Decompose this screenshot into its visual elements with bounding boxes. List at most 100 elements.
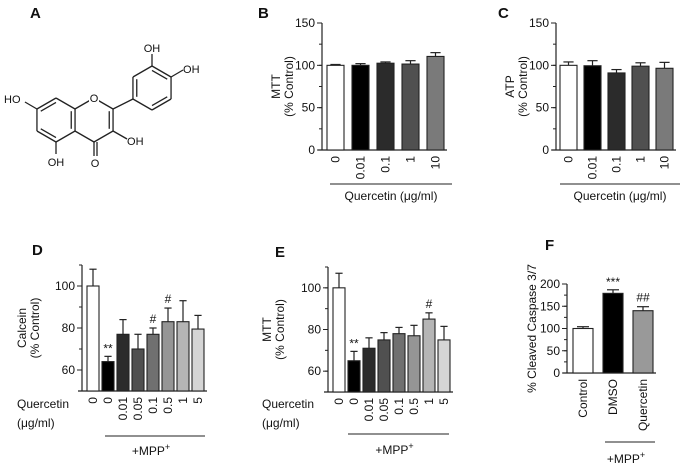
- bar: [332, 287, 346, 393]
- double-bond: [151, 96, 168, 107]
- group-label-superscript: +: [408, 441, 413, 451]
- y-axis-label: MTT(% Control): [269, 56, 296, 117]
- x-tick-label: 5: [191, 397, 205, 404]
- atom-label: HO: [4, 94, 21, 106]
- atom-label: OH: [127, 136, 144, 148]
- x-tick-label: 0: [347, 398, 361, 405]
- ring-a-bond: [36, 97, 57, 110]
- ring-b-bond: [132, 65, 153, 78]
- bond-c2-phenyl: [112, 98, 134, 110]
- x-tick-label: 0.1: [610, 156, 624, 173]
- y-axis-label: Calcein(% Control): [15, 298, 42, 359]
- x-tick-label: 0: [86, 397, 100, 404]
- group-label: +MPP+: [375, 441, 413, 457]
- bar: [116, 333, 130, 392]
- x-tick-label: 0.1: [379, 156, 393, 173]
- panel-b: B 0 50 100 150 MTT(% Control) 0 0.01 0.1 1 10 Querc…: [258, 5, 452, 203]
- double-bond: [40, 101, 57, 112]
- bar: [347, 360, 361, 393]
- bar: [602, 292, 624, 374]
- ring-a-bond: [55, 97, 76, 110]
- y-axis-label-line: MTT: [260, 317, 274, 342]
- bar: [426, 55, 445, 151]
- bar: [362, 347, 376, 393]
- bar: [161, 321, 175, 392]
- bar: [86, 285, 100, 392]
- y-tick-label: 50: [302, 101, 316, 115]
- bar: [392, 333, 406, 393]
- panel-letter: C: [498, 5, 509, 22]
- panel-letter: F: [545, 237, 554, 254]
- y-tick-label: 50: [547, 344, 561, 358]
- bar: [401, 63, 420, 151]
- x-tick-label: 0.01: [586, 156, 600, 180]
- x-axis-label: Quercetin (μg/ml): [574, 189, 667, 203]
- bar: [407, 335, 421, 393]
- atom-mask: [89, 92, 99, 104]
- x-tick-label: 1: [422, 398, 436, 405]
- y-tick-label: 0: [308, 143, 315, 157]
- bar: [572, 327, 594, 374]
- x-tick-label: 0: [101, 397, 115, 404]
- x-tick-label: 0.5: [161, 397, 175, 414]
- bar: [376, 62, 395, 151]
- bar: [655, 67, 674, 151]
- y-tick-label: 80: [308, 323, 322, 337]
- bar: [131, 348, 145, 392]
- y-tick-label: 0: [542, 143, 549, 157]
- atom-label: O: [91, 158, 100, 170]
- panel-c: C 0 50 100 150 ATP(% Control) 0 0.01 0.1 1 10 Querc…: [498, 5, 680, 203]
- bar: [101, 361, 115, 392]
- y-axis-label-line: (% Control): [516, 56, 530, 117]
- row-label: (μg/ml): [17, 416, 55, 430]
- bar: [191, 328, 205, 392]
- bar: [377, 339, 391, 393]
- y-axis-label-line: ATP: [503, 75, 517, 97]
- bar: [176, 321, 190, 392]
- panel-f: F 0 50 100 150 200% Cleaved Caspase 3/7 Contro…: [525, 237, 656, 466]
- group-label-text: +MPP: [132, 444, 165, 458]
- x-tick-label: 0: [562, 156, 576, 163]
- double-bond: [151, 69, 168, 80]
- group-label-superscript: +: [165, 442, 170, 452]
- bar: [326, 64, 345, 151]
- significance-marker: ***: [606, 275, 620, 289]
- y-tick-label: 0: [553, 366, 560, 380]
- y-tick-label: 80: [62, 321, 76, 335]
- significance-marker: #: [165, 292, 172, 306]
- significance-marker: **: [349, 336, 359, 350]
- bar: [607, 72, 626, 151]
- group-label-superscript: +: [640, 450, 645, 460]
- y-axis-label-line: % Cleaved Caspase 3/7: [525, 264, 539, 393]
- y-axis-label: MTT(% Control): [260, 299, 287, 360]
- y-axis-label-line: (% Control): [282, 56, 296, 117]
- x-tick-label: 5: [437, 398, 451, 405]
- group-label: +MPP+: [132, 442, 170, 458]
- significance-marker: #: [426, 297, 433, 311]
- x-tick-label: Control: [576, 379, 590, 418]
- y-tick-label: 100: [295, 58, 315, 72]
- x-tick-label: 0.05: [131, 397, 145, 421]
- bond-oh: [170, 69, 184, 78]
- x-tick-label: 0.1: [146, 397, 160, 414]
- ring-c-bond: [74, 130, 95, 143]
- atom-label: OH: [48, 157, 65, 169]
- double-bond: [40, 128, 57, 139]
- panel-letter-a: A: [30, 5, 41, 22]
- y-tick-label: 100: [55, 279, 75, 293]
- x-tick-label: 0: [332, 398, 346, 405]
- quercetin-structure: A HO O O OH OH OH OH: [4, 5, 200, 170]
- ring-c-bond: [93, 130, 114, 143]
- bar: [437, 339, 451, 393]
- atom-label: O: [90, 93, 99, 105]
- x-tick-label: 0.05: [377, 398, 391, 422]
- y-tick-label: 100: [540, 322, 560, 336]
- ring-b-bond: [132, 98, 153, 111]
- group-label: +MPP+: [607, 450, 645, 466]
- row-label: Quercetin: [262, 397, 314, 411]
- bar: [146, 333, 160, 392]
- x-tick-label: Quercetin: [636, 379, 650, 431]
- group-label-text: +MPP: [607, 452, 640, 466]
- x-tick-label: 1: [176, 397, 190, 404]
- x-axis-label: Quercetin (μg/ml): [345, 189, 438, 203]
